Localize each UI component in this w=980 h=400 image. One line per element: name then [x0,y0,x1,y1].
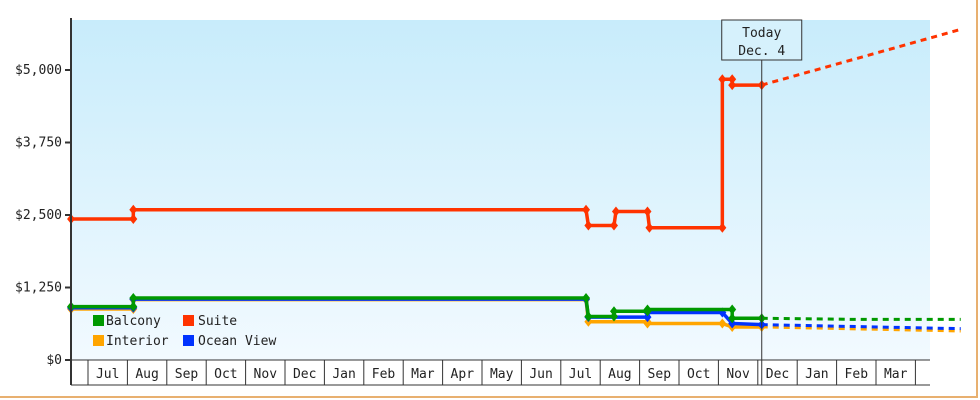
x-tick-label: Mar [411,367,435,382]
x-tick-label: Apr [451,367,475,382]
legend-swatch-interior [93,335,104,346]
data-point-suite[interactable] [728,74,737,85]
x-tick-label: Dec [293,367,316,382]
x-tick-label: Aug [135,367,158,382]
data-point-balcony[interactable] [728,304,737,315]
data-point-balcony[interactable] [609,311,618,322]
projection-line-interior [761,325,961,333]
y-tick-label: $2,500 [15,208,62,223]
data-point-ocean-view[interactable] [728,318,737,329]
data-point-suite[interactable] [611,206,620,217]
data-point-balcony[interactable] [582,292,591,303]
data-point-suite[interactable] [718,74,727,85]
data-point-balcony[interactable] [584,311,593,322]
y-tick-label: $1,250 [15,281,62,296]
legend-label-ocean-view: Ocean View [198,334,276,349]
y-tick-label: $0 [46,353,62,368]
x-tick-label: May [490,367,514,382]
data-point-balcony[interactable] [728,313,737,324]
x-tick-label: Oct [214,367,237,382]
data-point-interior[interactable] [643,318,652,329]
projection-line-ocean-view [761,323,961,331]
x-tick-label: Jul [569,367,592,382]
data-point-suite[interactable] [129,204,138,215]
x-tick-label: Jul [96,367,119,382]
today-label: Today [742,26,781,41]
data-point-balcony[interactable] [129,301,138,312]
data-point-interior[interactable] [718,318,727,329]
projection-line-suite [761,27,962,87]
x-tick-label: Jun [529,367,552,382]
x-tick-label: Mar [884,367,908,382]
legend-swatch-ocean-view [183,335,194,346]
x-tick-label: Nov [726,367,750,382]
legend-swatch-suite [183,315,194,326]
x-tick-label: Sep [175,367,199,382]
today-label-box [721,19,803,61]
legend-label-interior: Interior [106,334,169,349]
y-tick-label: $3,750 [15,136,62,151]
data-point-balcony[interactable] [643,304,652,315]
data-point-suite[interactable] [584,220,593,231]
y-tick-label: $5,000 [15,63,62,78]
data-point-suite[interactable] [728,80,737,91]
legend-swatch-balcony [93,315,104,326]
data-point-balcony[interactable] [609,306,618,317]
data-point-suite[interactable] [643,206,652,217]
x-tick-label: Oct [687,367,710,382]
x-tick-label: Feb [845,367,869,382]
data-point-suite[interactable] [609,220,618,231]
legend-label-suite: Suite [198,314,237,329]
x-tick-label: Nov [254,367,278,382]
plot-area [71,20,930,360]
legend: Balcony Suite Interior Ocean View [93,314,276,349]
data-point-suite[interactable] [582,204,591,215]
x-tick-label: Jan [805,367,828,382]
data-point-balcony[interactable] [129,292,138,303]
data-point-suite[interactable] [718,222,727,233]
x-tick-label: Jan [332,367,355,382]
x-tick-label: Aug [608,367,631,382]
data-point-suite[interactable] [645,222,654,233]
x-tick-label: Dec [766,367,789,382]
today-marker: Today Dec. 4 [721,19,803,385]
today-date: Dec. 4 [738,44,785,59]
x-tick-label: Feb [372,367,396,382]
legend-label-balcony: Balcony [106,314,161,329]
x-tick-label: Sep [648,367,672,382]
data-point-suite[interactable] [129,214,138,225]
